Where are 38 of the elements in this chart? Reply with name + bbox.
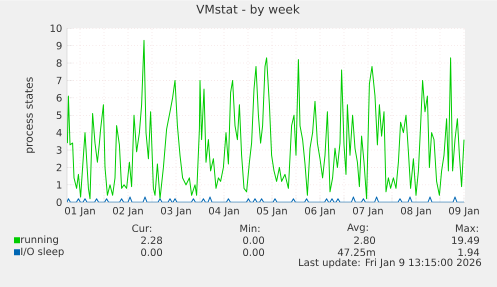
- y-tick-label: 0: [56, 198, 62, 206]
- text: 0.00: [243, 236, 264, 244]
- y-tick-label: 4: [56, 128, 62, 136]
- x-tick-label: 03 Jan: [161, 206, 191, 216]
- text: 2.28: [141, 236, 162, 244]
- y-tick-label: 9: [56, 42, 62, 50]
- y-tick-label: 5: [56, 111, 62, 119]
- text: 1.94: [458, 248, 480, 256]
- chart-title: VMstat - by week: [196, 4, 300, 16]
- legend-label: I/O sleep: [21, 247, 64, 257]
- text: 0.00: [141, 248, 162, 256]
- text: Cur:: [132, 224, 152, 232]
- text: Avg:: [347, 223, 368, 233]
- x-tick-label: 09 Jan: [449, 206, 479, 216]
- y-tick-label: 1: [57, 181, 62, 188]
- y-tick-label: 3: [56, 146, 62, 154]
- text: 0.00: [243, 248, 264, 256]
- line-series: [67, 40, 464, 200]
- text: 19.49: [452, 236, 480, 244]
- x-tick-label: 06 Jan: [305, 206, 335, 216]
- x-tick-label: 01 Jan: [65, 206, 95, 216]
- text: Last update: Fri Jan 9 13:15:00 2026: [299, 258, 482, 268]
- y-tick-label: 8: [56, 59, 62, 67]
- y-tick-label: 10: [50, 24, 62, 32]
- y-tick-label: 6: [56, 94, 62, 102]
- text: Max:: [456, 224, 478, 232]
- legend-label: running: [21, 235, 58, 245]
- x-tick-label: 07 Jan: [353, 206, 383, 216]
- text: Min:: [240, 224, 260, 232]
- text: 2.80: [354, 236, 376, 244]
- x-tick-label: 04 Jan: [209, 206, 239, 216]
- y-axis-title: process states: [25, 77, 35, 153]
- x-tick-label: 05 Jan: [257, 206, 287, 216]
- x-tick-label: 02 Jan: [113, 206, 143, 216]
- x-tick-label: 08 Jan: [401, 206, 431, 216]
- y-tick-label: 7: [56, 76, 62, 84]
- y-tick-label: 2: [56, 164, 62, 172]
- text: 47.25m: [338, 248, 375, 256]
